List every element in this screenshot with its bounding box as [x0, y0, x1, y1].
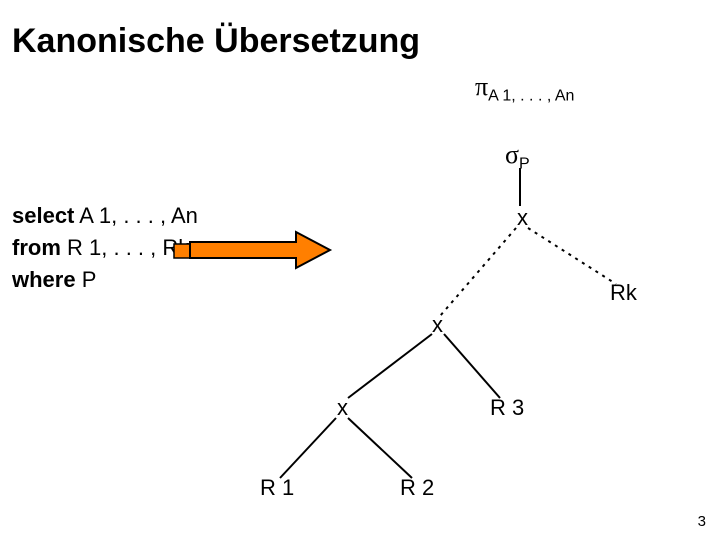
slide-title: Kanonische Übersetzung — [12, 22, 420, 61]
cross-top-node: x — [517, 205, 528, 231]
sigma-subscript: P — [519, 155, 530, 172]
sql-query: select A 1, . . . , An from R 1, . . . ,… — [12, 200, 198, 296]
from-keyword: from — [12, 235, 61, 260]
r2-node: R 2 — [400, 475, 434, 501]
where-keyword: where — [12, 267, 76, 292]
select-keyword: select — [12, 203, 74, 228]
sql-where-line: where P — [12, 264, 198, 296]
select-args: A 1, . . . , An — [74, 203, 198, 228]
tree-edges — [280, 168, 616, 478]
r1-node: R 1 — [260, 475, 294, 501]
cross-mid-node: x — [432, 312, 443, 338]
from-args: R 1, . . . , Rk — [61, 235, 189, 260]
pi-node: πA 1, . . . , An — [475, 72, 574, 105]
pi-subscript: A 1, . . . , An — [488, 87, 574, 104]
sigma-symbol: σ — [505, 140, 519, 169]
r3-node: R 3 — [490, 395, 524, 421]
page-number: 3 — [698, 513, 706, 530]
sql-select-line: select A 1, . . . , An — [12, 200, 198, 232]
sigma-node: σP — [505, 140, 530, 173]
pi-symbol: π — [475, 72, 488, 101]
rk-node: Rk — [610, 280, 637, 306]
sql-from-line: from R 1, . . . , Rk — [12, 232, 198, 264]
where-args: P — [76, 267, 97, 292]
cross-bottom-node: x — [337, 395, 348, 421]
